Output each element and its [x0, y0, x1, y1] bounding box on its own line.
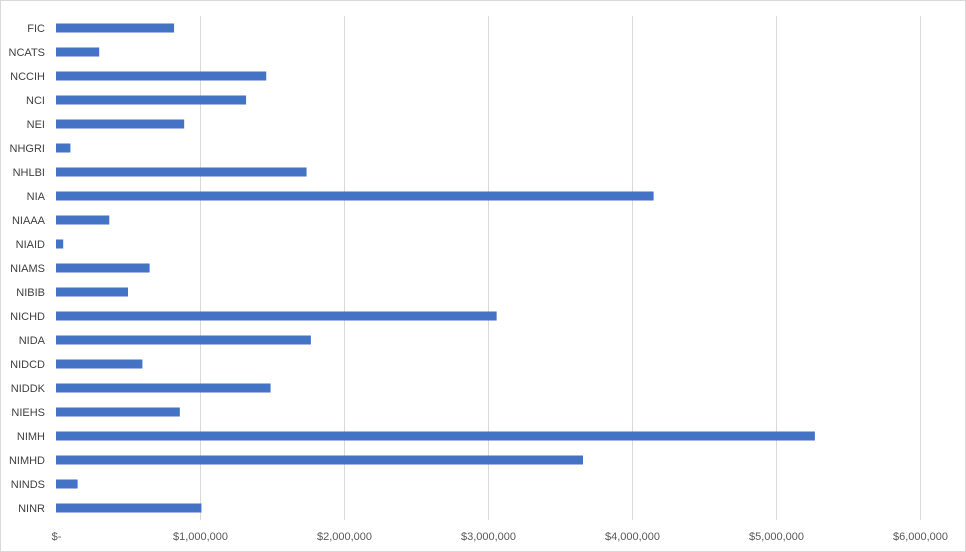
bar-niaid — [56, 239, 64, 249]
category-label-nimh: NIMH — [17, 431, 45, 443]
category-label-nccih: NCCIH — [10, 71, 45, 83]
x-tick-label: $3,000,000 — [461, 531, 516, 543]
x-tick-labels: $- $1,000,000 $2,000,000 $3,000,000 $4,000,0… — [52, 531, 948, 543]
bar-ncats — [56, 47, 100, 57]
category-label-ninr: NINR — [18, 503, 45, 515]
category-label-niaid: NIAID — [16, 239, 45, 251]
x-tick-label: $6,000,000 — [893, 531, 948, 543]
bar-nimh — [56, 431, 815, 441]
x-tick-label: $4,000,000 — [605, 531, 660, 543]
bar-niaaa — [56, 215, 110, 225]
category-labels: FIC NCATS NCCIH NCI NEI NHGRI NHLBI NIA NIAAA NIA… — [9, 23, 46, 515]
category-label-niaaa: NIAAA — [12, 215, 46, 227]
x-tick-label: $- — [52, 531, 62, 543]
category-label-niehs: NIEHS — [11, 407, 45, 419]
category-label-nidcd: NIDCD — [10, 359, 45, 371]
x-tick-label: $5,000,000 — [749, 531, 804, 543]
category-label-nida: NIDA — [19, 335, 46, 347]
bar-nidcd — [56, 359, 143, 369]
bar-nccih — [56, 71, 267, 81]
category-label-ncats: NCATS — [9, 47, 45, 59]
category-label-nhlbi: NHLBI — [13, 167, 45, 179]
category-label-fic: FIC — [27, 23, 45, 35]
bar-nhgri — [56, 143, 71, 153]
category-label-nichd: NICHD — [10, 311, 45, 323]
bar-nichd — [56, 311, 497, 321]
bar-fic — [56, 23, 175, 33]
category-label-nimhd: NIMHD — [9, 455, 45, 467]
bar-nhlbi — [56, 167, 307, 177]
category-label-ninds: NINDS — [11, 479, 45, 491]
category-label-niddk: NIDDK — [11, 383, 46, 395]
x-tick-label: $2,000,000 — [317, 531, 372, 543]
x-tick-label: $1,000,000 — [173, 531, 228, 543]
bar-niehs — [56, 407, 180, 417]
bar-nei — [56, 119, 185, 129]
bar-nibib — [56, 287, 128, 297]
bars — [56, 23, 815, 513]
bar-nimhd — [56, 455, 584, 465]
category-label-nibib: NIBIB — [16, 287, 45, 299]
category-label-nhgri: NHGRI — [10, 143, 45, 155]
bar-ninds — [56, 479, 78, 489]
gridlines — [200, 16, 921, 520]
bar-nia — [56, 191, 654, 201]
bar-niams — [56, 263, 150, 273]
category-label-nia: NIA — [27, 191, 46, 203]
category-label-nei: NEI — [27, 119, 45, 131]
category-label-niams: NIAMS — [10, 263, 45, 275]
category-label-nci: NCI — [26, 95, 45, 107]
bar-nci — [56, 95, 247, 105]
bar-niddk — [56, 383, 271, 393]
bar-nida — [56, 335, 311, 345]
bar-ninr — [56, 503, 202, 513]
